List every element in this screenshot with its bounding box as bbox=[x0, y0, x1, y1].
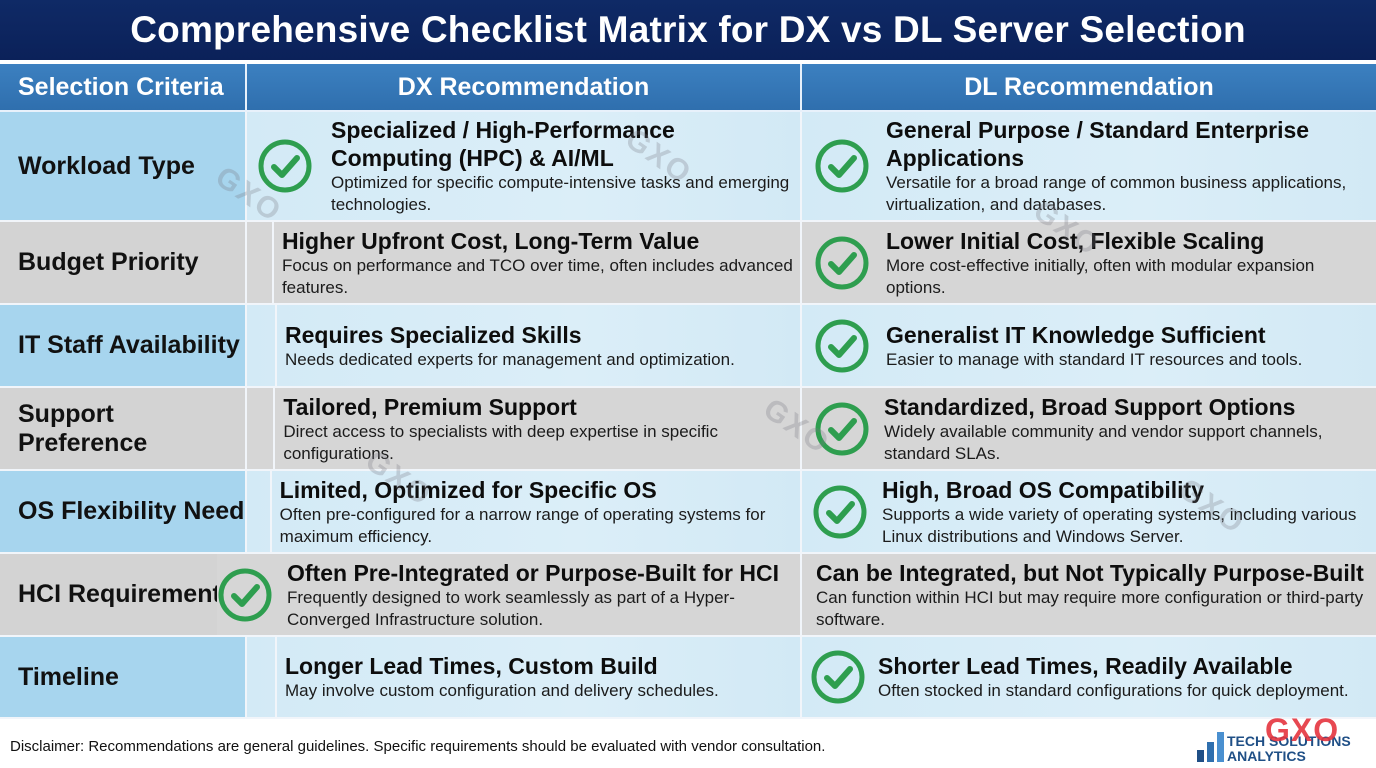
check-circle-icon bbox=[217, 567, 273, 623]
dx-description: Optimized for specific compute-intensive… bbox=[331, 173, 790, 214]
dl-cell: Standardized, Broad Support Options Wide… bbox=[802, 388, 1376, 469]
criterion-label: HCI Requirement bbox=[0, 554, 247, 635]
dx-description: Direct access to specialists with deep e… bbox=[283, 421, 718, 463]
dx-description: Needs dedicated experts for management a… bbox=[285, 349, 735, 369]
criterion-label: Workload Type bbox=[0, 112, 247, 220]
dx-heading: Limited, Optimized for Specific OS bbox=[279, 476, 657, 503]
criterion-label: OS Flexibility Need bbox=[0, 471, 247, 552]
dx-heading: Requires Specialized Skills bbox=[285, 321, 582, 348]
dl-cell: Lower Initial Cost, Flexible Scaling Mor… bbox=[802, 222, 1376, 303]
dl-cell: Can be Integrated, but Not Typically Pur… bbox=[802, 554, 1376, 635]
cell-divider bbox=[247, 305, 277, 386]
title-bar: Comprehensive Checklist Matrix for DX vs… bbox=[0, 0, 1376, 62]
check-circle-icon bbox=[810, 649, 866, 705]
dx-heading: Higher Upfront Cost, Long-Term Value bbox=[281, 227, 700, 254]
table-row: Support Preference Tailored, Premium Sup… bbox=[0, 388, 1376, 471]
dx-heading: Specialized / High-Performance Computing… bbox=[331, 117, 675, 171]
check-circle-icon bbox=[257, 138, 313, 194]
dl-heading: General Purpose / Standard Enterprise Ap… bbox=[886, 117, 1310, 171]
dl-description: Supports a wide variety of operating sys… bbox=[882, 504, 1357, 546]
company-logo: TECH SOLUTIONS ANALYTICS GXO bbox=[1195, 712, 1375, 768]
dl-heading: Can be Integrated, but Not Typically Pur… bbox=[816, 559, 1364, 586]
header-row: Selection Criteria DX Recommendation DL … bbox=[0, 64, 1376, 112]
column-header-dx: DX Recommendation bbox=[247, 64, 802, 112]
dl-heading: Standardized, Broad Support Options bbox=[884, 393, 1296, 420]
dx-cell: Higher Upfront Cost, Long-Term Value Foc… bbox=[247, 222, 802, 303]
dl-heading: Shorter Lead Times, Readily Available bbox=[878, 653, 1293, 679]
cell-divider bbox=[247, 222, 274, 303]
dx-description: Frequently designed to work seamlessly a… bbox=[287, 587, 735, 629]
dl-description: Versatile for a broad range of common bu… bbox=[886, 173, 1347, 214]
table-row: IT Staff Availability Requires Specializ… bbox=[0, 305, 1376, 388]
criterion-label: Budget Priority bbox=[0, 222, 247, 303]
dl-description: Often stocked in standard configurations… bbox=[878, 681, 1349, 700]
dx-cell: Requires Specialized Skills Needs dedica… bbox=[247, 305, 802, 386]
check-circle-icon bbox=[812, 484, 868, 540]
dl-heading: Generalist IT Knowledge Sufficient bbox=[886, 321, 1266, 348]
dl-heading: High, Broad OS Compatibility bbox=[882, 476, 1205, 503]
dl-heading: Lower Initial Cost, Flexible Scaling bbox=[886, 227, 1265, 254]
dx-heading: Tailored, Premium Support bbox=[283, 393, 577, 420]
dx-heading: Longer Lead Times, Custom Build bbox=[285, 653, 658, 679]
check-circle-icon bbox=[814, 401, 870, 457]
table-row: Workload Type Specialized / High-Perform… bbox=[0, 112, 1376, 222]
cell-divider bbox=[247, 471, 272, 552]
page-title: Comprehensive Checklist Matrix for DX vs… bbox=[130, 9, 1246, 50]
cell-divider bbox=[247, 388, 276, 469]
table-row: Budget Priority Higher Upfront Cost, Lon… bbox=[0, 222, 1376, 305]
checklist-matrix: Selection Criteria DX Recommendation DL … bbox=[0, 64, 1376, 719]
check-circle-icon bbox=[814, 138, 870, 194]
dx-cell: Longer Lead Times, Custom Build May invo… bbox=[247, 637, 802, 717]
company-name: TECH SOLUTIONS ANALYTICS bbox=[1227, 733, 1351, 764]
dl-cell: Generalist IT Knowledge Sufficient Easie… bbox=[802, 305, 1376, 386]
table-row: OS Flexibility Need Limited, Optimized f… bbox=[0, 471, 1376, 554]
dx-cell: Specialized / High-Performance Computing… bbox=[247, 112, 802, 220]
dx-cell: Often Pre-Integrated or Purpose-Built fo… bbox=[217, 554, 802, 635]
dl-cell: General Purpose / Standard Enterprise Ap… bbox=[802, 112, 1376, 220]
dl-description: Easier to manage with standard IT resour… bbox=[886, 349, 1303, 369]
dx-cell: Limited, Optimized for Specific OS Often… bbox=[247, 471, 802, 552]
dx-description: Focus on performance and TCO over time, … bbox=[281, 255, 793, 297]
check-circle-icon bbox=[814, 318, 870, 374]
column-header-criteria: Selection Criteria bbox=[0, 64, 247, 112]
criterion-label: Timeline bbox=[0, 637, 247, 717]
dx-description: May involve custom configuration and del… bbox=[285, 681, 719, 700]
dl-cell: High, Broad OS Compatibility Supports a … bbox=[802, 471, 1376, 552]
dx-heading: Often Pre-Integrated or Purpose-Built fo… bbox=[287, 559, 779, 586]
dl-cell: Shorter Lead Times, Readily Available Of… bbox=[802, 637, 1376, 717]
column-header-dl: DL Recommendation bbox=[802, 64, 1376, 112]
criterion-label: Support Preference bbox=[0, 388, 247, 469]
criterion-label: IT Staff Availability bbox=[0, 305, 247, 386]
dl-description: Widely available community and vendor su… bbox=[884, 421, 1323, 463]
gxo-logo-overlay: GXO bbox=[1265, 712, 1340, 748]
dl-description: Can function within HCI but may require … bbox=[816, 587, 1364, 629]
dx-cell: Tailored, Premium Support Direct access … bbox=[247, 388, 802, 469]
dx-description: Often pre-configured for a narrow range … bbox=[279, 504, 766, 546]
disclaimer-text: Disclaimer: Recommendations are general … bbox=[10, 738, 826, 755]
table-row: Timeline Longer Lead Times, Custom Build… bbox=[0, 637, 1376, 719]
bar-chart-icon bbox=[1197, 732, 1224, 762]
check-circle-icon bbox=[814, 235, 870, 291]
dl-description: More cost-effective initially, often wit… bbox=[886, 255, 1315, 297]
cell-divider bbox=[247, 637, 277, 717]
table-row: HCI Requirement Often Pre-Integrated or … bbox=[0, 554, 1376, 637]
